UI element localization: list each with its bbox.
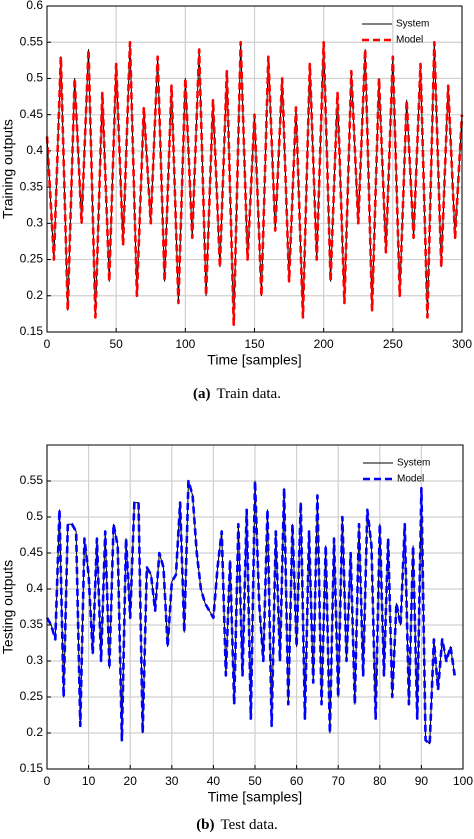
x-tick-label: 90 — [415, 774, 429, 788]
y-tick-label: 0.35 — [20, 179, 44, 193]
x-axis-label: Time [samples] — [208, 789, 302, 805]
y-tick-label: 0.55 — [20, 34, 44, 48]
legend-label: System — [397, 458, 430, 469]
x-tick-label: 70 — [332, 774, 346, 788]
legend-label: Model — [396, 35, 423, 46]
y-tick-label: 0.3 — [26, 216, 43, 230]
y-tick-label: 0.5 — [26, 71, 43, 85]
subplot: 0 10 20 30 40 50 60 70 80 90 100 0.15 0.2 0.25 0.3 0.35… — [0, 444, 473, 833]
x-tick-label: 0 — [44, 337, 51, 351]
x-tick-label: 150 — [244, 337, 264, 351]
y-tick-label: 0.5 — [26, 509, 43, 523]
x-tick-label: 50 — [248, 774, 262, 788]
x-tick-label: 300 — [452, 337, 472, 351]
x-tick-label: 250 — [383, 337, 403, 351]
x-tick-label: 60 — [290, 774, 304, 788]
y-tick-label: 0.15 — [20, 761, 44, 775]
y-tick-label: 0.2 — [26, 725, 43, 739]
x-tick-label: 50 — [109, 337, 123, 351]
y-tick-label: 0.4 — [26, 581, 43, 595]
y-tick-label: 0.55 — [20, 473, 44, 487]
caption: (b) Test data. — [196, 817, 278, 833]
x-tick-label: 30 — [165, 774, 179, 788]
x-tick-label: 200 — [314, 337, 334, 351]
x-axis-label: Time [samples] — [207, 352, 301, 368]
legend-label: System — [396, 19, 429, 30]
caption-label: (a) — [193, 386, 211, 402]
x-tick-label: 80 — [373, 774, 387, 788]
x-tick-label: 20 — [124, 774, 138, 788]
series-line — [45, 40, 464, 327]
y-tick-label: 0.45 — [20, 107, 44, 121]
axes-frame — [46, 5, 463, 333]
y-tick-label: 0.15 — [20, 324, 44, 338]
legend-label: Model — [397, 474, 424, 485]
y-axis-label: Training outputs — [0, 119, 16, 219]
x-tick-label: 100 — [453, 774, 473, 788]
y-tick-label: 0.2 — [26, 288, 43, 302]
caption-label: (b) — [196, 817, 214, 833]
series-line — [45, 479, 456, 746]
y-tick-label: 0.6 — [26, 0, 43, 12]
caption-text: Test data. — [221, 817, 278, 833]
x-tick-label: 100 — [175, 337, 195, 351]
x-tick-label: 40 — [207, 774, 221, 788]
y-tick-label: 0.4 — [26, 143, 43, 157]
x-tick-label: 0 — [44, 774, 51, 788]
y-tick-label: 0.25 — [20, 252, 44, 266]
subplot: 0 50 100 150 200 250 300 0.15 0.2 0.25 0.3 0.35 0.4 0… — [0, 0, 472, 402]
caption-text: Train data. — [217, 386, 281, 402]
y-axis-label: Testing outputs — [0, 560, 16, 654]
y-tick-label: 0.35 — [20, 617, 44, 631]
x-tick-label: 10 — [82, 774, 96, 788]
y-tick-label: 0.45 — [20, 545, 44, 559]
y-tick-label: 0.3 — [26, 653, 43, 667]
caption: (a) Train data. — [193, 386, 281, 402]
y-tick-label: 0.25 — [20, 689, 44, 703]
axes-frame — [46, 444, 464, 770]
